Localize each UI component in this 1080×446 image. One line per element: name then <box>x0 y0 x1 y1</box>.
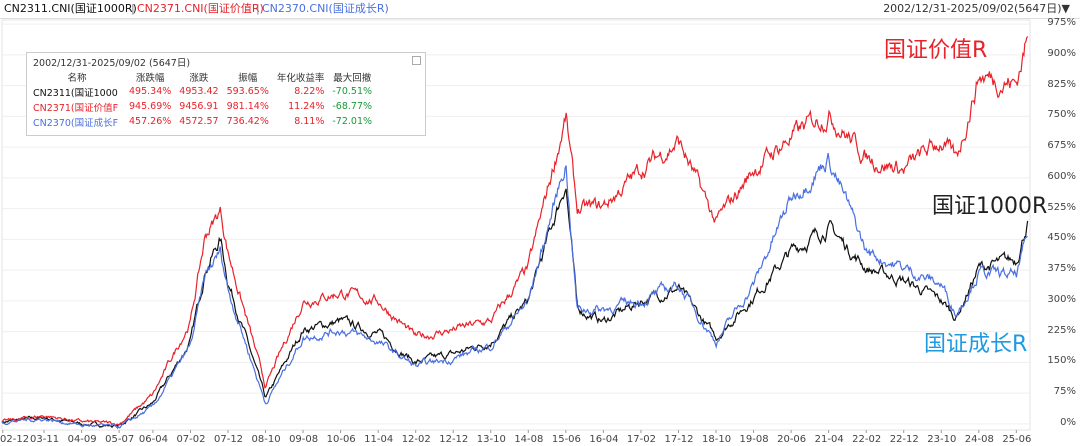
y-tick-label: 600% <box>1047 170 1076 182</box>
x-tick-label: 02-12 <box>0 434 30 445</box>
x-tick-label: 05-07 <box>105 434 135 445</box>
growth-series-label: 国证成长R <box>924 332 1028 357</box>
y-tick-label: 450% <box>1047 232 1076 244</box>
y-tick-label: 75% <box>1053 386 1076 398</box>
stats-row-value[interactable]: CN2371(国证价值F 945.69% 9456.91 981.14% 11.… <box>29 99 376 114</box>
stats-cell: -68.77% <box>332 101 373 112</box>
x-tick-label: 23-10 <box>927 434 957 445</box>
stats-table: 名称 涨跌幅 涨跌 振幅 年化收益率 最大回撤 CN2311(国证1000 49… <box>29 69 376 129</box>
stats-cell: 593.65% <box>226 86 269 97</box>
stats-header-cell: 名称 <box>67 72 87 84</box>
stats-header-cell: 最大回撤 <box>333 72 372 84</box>
stats-cell: 11.24% <box>288 101 325 112</box>
x-tick-label: 13-10 <box>476 434 506 445</box>
x-tick-label: 10-06 <box>326 434 356 445</box>
chart-legend-bar: CN2311.CNI(国证1000R) | CN2371.CNI(国证价值R) … <box>0 0 1080 19</box>
stats-cell: 4572.57 <box>179 116 219 127</box>
value-series-label: 国证价值R <box>884 38 988 63</box>
y-tick-label: 150% <box>1047 355 1076 367</box>
stats-panel: 2002/12/31-2025/09/02 (5647日) 名称 涨跌幅 涨跌 … <box>26 52 426 136</box>
plot-frame <box>1 19 1031 431</box>
x-tick-label: 21-04 <box>814 434 844 445</box>
x-tick-label: 06-04 <box>138 434 168 445</box>
legend-separator: | <box>256 2 260 15</box>
stats-cell: 8.11% <box>294 116 325 127</box>
x-tick-label: 03-11 <box>30 434 60 445</box>
stats-header-cell: 涨跌 <box>189 72 209 84</box>
x-tick-label: 24-08 <box>964 434 994 445</box>
stats-header-cell: 振幅 <box>238 72 258 84</box>
y-tick-label: 300% <box>1047 293 1076 305</box>
x-tick-label: 12-12 <box>439 434 469 445</box>
stats-header-cell: 年化收益率 <box>276 72 325 84</box>
x-tick-label: 11-04 <box>364 434 394 445</box>
legend-item-index[interactable]: CN2311.CNI(国证1000R) <box>4 2 137 15</box>
x-tick-label: 18-10 <box>702 434 732 445</box>
stats-cell: -72.01% <box>332 116 373 127</box>
x-tick-label: 12-02 <box>401 434 431 445</box>
y-tick-label: 975% <box>1047 17 1076 29</box>
y-tick-label: 675% <box>1047 140 1076 152</box>
x-tick-label: 22-12 <box>889 434 919 445</box>
legend-item-value[interactable]: CN2371.CNI(国证价值R) <box>137 2 264 15</box>
stats-header-row: 名称 涨跌幅 涨跌 振幅 年化收益率 最大回撤 <box>29 69 376 84</box>
stats-row-name: CN2311(国证1000 <box>33 87 118 99</box>
x-tick-label: 09-08 <box>289 434 319 445</box>
stats-cell: 736.42% <box>226 116 269 127</box>
stats-header-cell: 涨跌幅 <box>135 72 165 84</box>
x-tick-label: 15-06 <box>551 434 581 445</box>
stats-cell: -70.51% <box>332 86 373 97</box>
series-line-2 <box>1 153 1028 430</box>
x-tick-label: 04-09 <box>67 434 97 445</box>
close-icon[interactable] <box>412 56 421 65</box>
legend-separator: | <box>131 2 135 15</box>
stats-cell: 945.69% <box>129 101 172 112</box>
y-tick-label: 225% <box>1047 324 1076 336</box>
x-tick-label: 22-02 <box>852 434 882 445</box>
y-tick-label: 375% <box>1047 263 1076 275</box>
x-tick-label: 19-08 <box>739 434 769 445</box>
x-tick-label: 20-06 <box>777 434 807 445</box>
date-range-dropdown[interactable]: 2002/12/31-2025/09/02(5647日)▼ <box>883 2 1070 15</box>
stats-cell: 8.22% <box>294 86 325 97</box>
y-tick-label: 525% <box>1047 201 1076 213</box>
y-tick-label: 900% <box>1047 47 1076 59</box>
x-tick-label: 07-12 <box>213 434 244 445</box>
stats-row-growth[interactable]: CN2370(国证成长F 457.26% 4572.57 736.42% 8.1… <box>29 114 376 129</box>
series-line-1 <box>1 36 1029 427</box>
stats-row-name: CN2370(国证成长F <box>33 117 119 129</box>
stats-row-index[interactable]: CN2311(国证1000 495.34% 4953.42 593.65% 8.… <box>29 84 376 99</box>
index-series-label: 国证1000R <box>932 194 1048 219</box>
x-tick-label: 14-08 <box>514 434 544 445</box>
x-tick-label: 17-02 <box>626 434 656 445</box>
y-tick-label: 825% <box>1047 78 1076 90</box>
x-tick-label: 08-10 <box>251 434 281 445</box>
x-tick-label: 25-06 <box>1002 434 1032 445</box>
stats-cell: 9456.91 <box>179 101 219 112</box>
y-tick-label: 0% <box>1060 416 1076 428</box>
x-tick-label: 17-12 <box>664 434 694 445</box>
x-tick-label: 16-04 <box>589 434 619 445</box>
stats-row-name: CN2371(国证价值F <box>33 102 119 114</box>
stats-cell: 981.14% <box>226 101 269 112</box>
series-line-0 <box>1 188 1029 429</box>
legend-item-growth[interactable]: CN2370.CNI(国证成长R) <box>262 2 389 15</box>
x-tick-label: 07-02 <box>176 434 206 445</box>
stats-cell: 457.26% <box>129 116 172 127</box>
stats-title: 2002/12/31-2025/09/02 (5647日) <box>33 58 191 69</box>
stats-cell: 495.34% <box>129 86 172 97</box>
y-tick-label: 750% <box>1047 109 1076 121</box>
stats-cell: 4953.42 <box>179 86 219 97</box>
